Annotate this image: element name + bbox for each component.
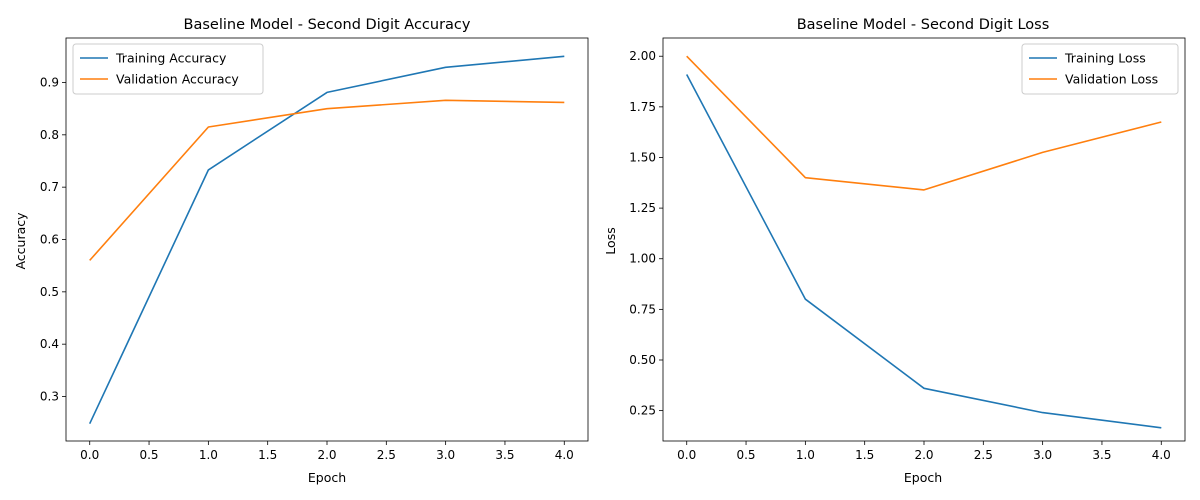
y-axis-label: Loss [603, 227, 618, 254]
x-tick-label: 2.0 [914, 448, 933, 462]
y-tick-label: 0.8 [40, 128, 59, 142]
accuracy-chart: Baseline Model - Second Digit Accuracy E… [13, 17, 589, 485]
series-group [685, 55, 1162, 429]
x-tick-label: 1.0 [199, 448, 218, 462]
x-tick-label: 2.0 [317, 448, 336, 462]
y-tick-label: 1.75 [629, 100, 656, 114]
legend-label: Validation Loss [1065, 72, 1158, 87]
x-tick-label: 3.0 [1033, 448, 1052, 462]
y-tick-label: 1.25 [629, 201, 656, 215]
x-tick-label: 3.5 [1092, 448, 1111, 462]
y-tick-label: 0.5 [40, 285, 59, 299]
y-tick-label: 0.9 [40, 75, 59, 89]
legend-box [1021, 43, 1179, 95]
series-line-training-accuracy [88, 55, 565, 425]
x-tick-label: 2.5 [974, 448, 993, 462]
x-tick-label: 1.5 [258, 448, 277, 462]
plot-frame [65, 37, 589, 442]
ticks-group: 0.0 0.5 1.0 1.5 2.0 2.5 3.0 3.5 4.0 0.3 0.4 0.5 0.6 0… [40, 75, 574, 462]
legend-label: Training Loss [1064, 51, 1146, 66]
y-tick-label: 0.4 [40, 337, 59, 351]
x-tick-label: 4.0 [555, 448, 574, 462]
x-tick-label: 0.5 [139, 448, 158, 462]
y-tick-label: 0.75 [629, 302, 656, 316]
series-line-validation-accuracy [89, 99, 565, 261]
legend-label: Validation Accuracy [116, 72, 239, 87]
legend-label: Training Accuracy [115, 51, 227, 66]
plot-frame [662, 37, 1186, 442]
x-axis-label: Epoch [904, 470, 942, 485]
x-axis-label: Epoch [308, 470, 346, 485]
x-tick-label: 0.0 [80, 448, 99, 462]
chart-title: Baseline Model - Second Digit Loss [797, 17, 1050, 33]
ticks-group: 0.0 0.5 1.0 1.5 2.0 2.5 3.0 3.5 4.0 0.25 0.50 0.75 1… [629, 49, 1171, 462]
x-tick-label: 2.5 [377, 448, 396, 462]
legend: Training Accuracy Validation Accuracy [72, 43, 264, 95]
y-tick-label: 0.7 [40, 180, 59, 194]
x-tick-label: 4.0 [1152, 448, 1171, 462]
x-tick-label: 0.5 [736, 448, 755, 462]
y-tick-label: 0.25 [629, 404, 656, 418]
loss-chart: Baseline Model - Second Digit Loss Epoch… [603, 17, 1186, 485]
chart-title: Baseline Model - Second Digit Accuracy [184, 17, 471, 33]
x-tick-label: 3.5 [495, 448, 514, 462]
y-tick-label: 1.50 [629, 150, 656, 164]
series-line-validation-loss [686, 55, 1162, 191]
y-tick-label: 0.50 [629, 353, 656, 367]
y-tick-label: 2.00 [629, 49, 656, 63]
legend: Training Loss Validation Loss [1021, 43, 1179, 95]
x-tick-label: 3.0 [436, 448, 455, 462]
y-axis-label: Accuracy [13, 212, 28, 270]
x-tick-label: 1.5 [855, 448, 874, 462]
legend-box [72, 43, 264, 95]
y-tick-label: 1.00 [629, 252, 656, 266]
series-group [88, 55, 565, 425]
y-tick-label: 0.3 [40, 390, 59, 404]
series-line-training-loss [685, 74, 1162, 429]
x-tick-label: 1.0 [796, 448, 815, 462]
x-tick-label: 0.0 [677, 448, 696, 462]
y-tick-label: 0.6 [40, 233, 59, 247]
